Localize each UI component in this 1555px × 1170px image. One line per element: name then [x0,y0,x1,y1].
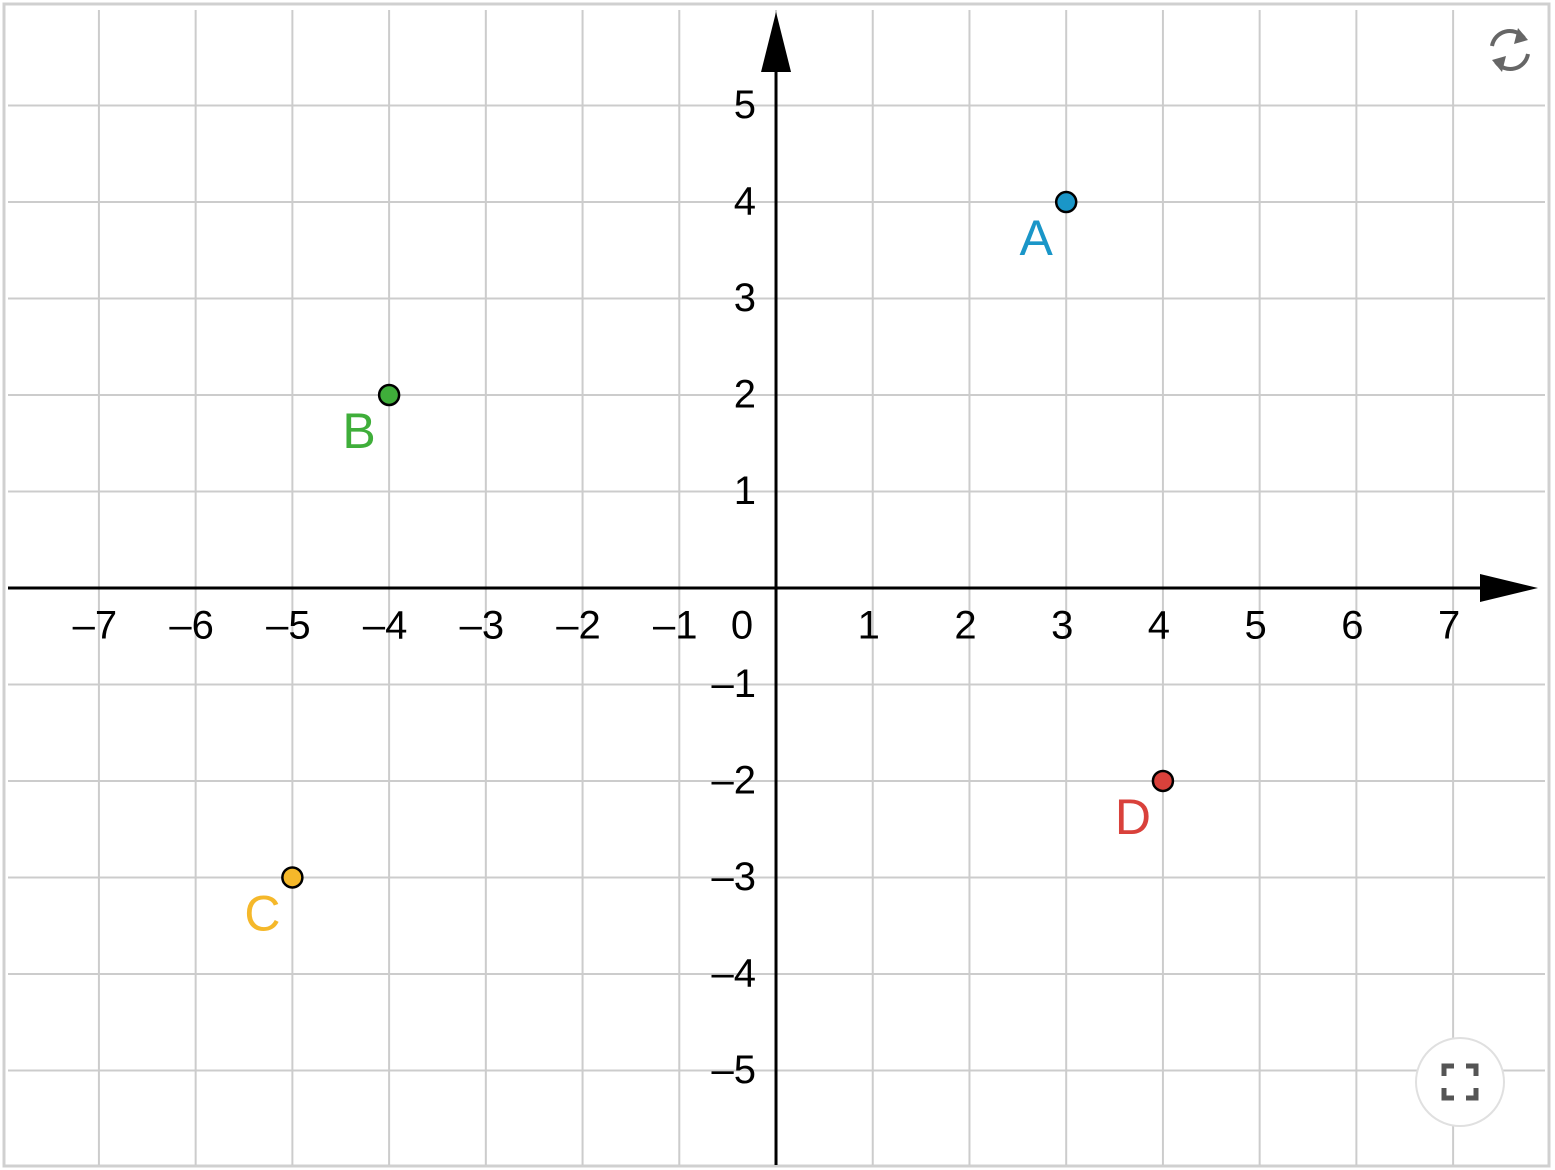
x-tick-label: –7 [73,604,118,648]
y-axis-arrow [761,12,792,72]
refresh-icon[interactable] [1490,28,1530,72]
x-tick-label: 7 [1438,604,1460,648]
x-tick-label: –3 [460,604,505,648]
y-tick-label: –5 [712,1048,757,1092]
refresh-arrow [1514,28,1528,44]
x-tick-label: 6 [1341,604,1363,648]
point [1151,769,1175,793]
y-tick-label: 5 [734,83,756,127]
x-tick-label: 0 [731,604,753,648]
axes: –7 –6 –5 –4 –3 –2 –1 0 1 2 3 4 5 6 7 –5 –4 –3 –2 –1 1 2 3 4 5 [8,12,1538,1165]
x-tick-label: –6 [169,604,214,648]
y-tick-label: 3 [734,276,756,320]
point-label: D [1115,789,1151,845]
x-tick-label: –2 [556,604,601,648]
y-tick-label: –3 [712,855,757,899]
y-tick-label: –4 [712,952,757,996]
x-tick-label: 1 [858,604,880,648]
fullscreen-button[interactable] [1415,1037,1505,1127]
marks: A B C D [244,190,1175,942]
x-axis-arrow [1480,573,1538,602]
point [377,383,401,407]
point-label: A [1020,210,1054,266]
x-tick-label: 3 [1051,604,1073,648]
fullscreen-circle [1415,1037,1505,1127]
point-label: B [342,403,375,459]
x-tick-label: 5 [1245,604,1267,648]
y-tick-label: 4 [734,180,756,224]
x-tick-label: –4 [363,604,408,648]
fullscreen-icon [1441,1063,1479,1101]
refresh-arrow [1492,56,1506,72]
x-tick-label: –5 [266,604,311,648]
y-tick-label: 2 [734,373,756,417]
x-tick-label: 2 [954,604,976,648]
y-tick-label: –2 [712,759,757,803]
y-tick-label: 1 [734,469,756,513]
y-tick-label: –1 [712,662,757,706]
x-tick-label: –1 [653,604,698,648]
x-tick-label: 4 [1148,604,1170,648]
point [281,866,304,889]
point [1054,190,1078,214]
point-label: C [244,886,280,942]
